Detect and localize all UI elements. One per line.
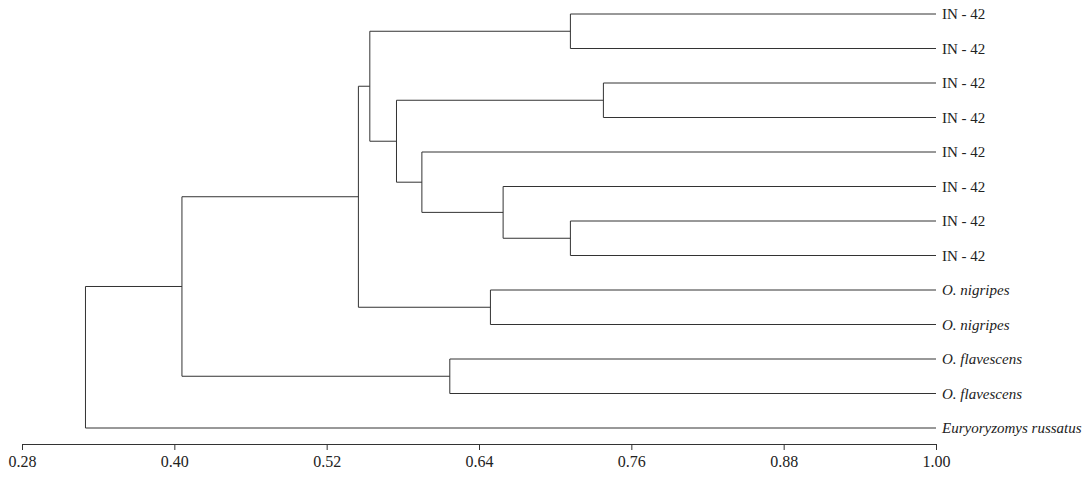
tick: 0.28 (9, 444, 37, 470)
branch (422, 212, 503, 213)
merge (570, 14, 571, 49)
leaf-branch (503, 186, 936, 187)
leaf-branch (570, 255, 936, 256)
merge (358, 86, 359, 307)
branch (182, 376, 450, 377)
branch (85, 286, 181, 287)
merge (421, 152, 422, 212)
leaf-labels: IN - 42 IN - 42 IN - 42 IN - 42 IN - 42 IN - … (941, 6, 1082, 436)
tick: 0.64 (466, 444, 494, 470)
merge (503, 187, 504, 239)
leaf-branch (570, 14, 936, 15)
leaf-label: Euryoryzomys russatus (941, 420, 1082, 436)
leaf-label: IN - 42 (942, 6, 985, 22)
tick: 0.40 (161, 444, 189, 470)
merge (490, 290, 491, 325)
leaf-label: O. flavescens (942, 351, 1022, 367)
tick: 0.88 (770, 444, 798, 470)
tick-label: 0.28 (9, 453, 37, 470)
leaf-label: IN - 42 (942, 213, 985, 229)
merge (85, 286, 86, 428)
merge (396, 100, 397, 182)
leaf-branch (450, 393, 936, 394)
merge (449, 359, 450, 394)
leaf-branch (603, 83, 936, 84)
chart: IN - 42 IN - 42 IN - 42 IN - 42 IN - 42 IN - … (0, 0, 1086, 498)
tick: 0.52 (313, 444, 341, 470)
tick-label: 0.88 (770, 453, 798, 470)
merge (369, 31, 370, 141)
tick-label: 0.76 (618, 453, 646, 470)
tree (85, 14, 936, 428)
leaf-label: O. nigripes (942, 317, 1010, 333)
branch (396, 182, 421, 183)
tick-mark (631, 444, 632, 450)
leaf-label: IN - 42 (942, 110, 985, 126)
leaf-branch (490, 290, 936, 291)
leaf-label: O. flavescens (942, 386, 1022, 402)
leaf-label: IN - 42 (942, 41, 985, 57)
tick-mark (174, 444, 175, 450)
branch (503, 238, 570, 239)
branch (370, 141, 397, 142)
merge (181, 197, 182, 377)
tick: 0.76 (618, 444, 646, 470)
leaf-branch (450, 359, 936, 360)
tick-mark (479, 444, 480, 450)
x-axis: 0.28 0.40 0.52 0.64 0.76 0.88 1.00 (9, 444, 951, 470)
merge (570, 221, 571, 256)
leaf-branch (570, 48, 936, 49)
leaf-label: IN - 42 (942, 179, 985, 195)
leaf-branch (422, 152, 936, 153)
leaf-branch (570, 221, 936, 222)
tick-label: 0.52 (313, 453, 341, 470)
tick-mark (22, 444, 23, 450)
tick-label: 0.64 (466, 453, 494, 470)
branch (370, 31, 571, 32)
tick: 1.00 (923, 444, 951, 470)
tick-label: 1.00 (923, 453, 951, 470)
branch (182, 196, 358, 197)
branch (358, 307, 490, 308)
branch (396, 100, 603, 101)
leaf-branch (603, 117, 936, 118)
leaf-label: IN - 42 (942, 248, 985, 264)
tick-mark (784, 444, 785, 450)
tick-label: 0.40 (161, 453, 189, 470)
merge (603, 83, 604, 118)
leaf-label: IN - 42 (942, 75, 985, 91)
leaf-branch (490, 324, 936, 325)
leaf-label: IN - 42 (942, 144, 985, 160)
tick-mark (936, 444, 937, 450)
leaf-branch (85, 428, 936, 429)
tick-mark (327, 444, 328, 450)
branch (358, 86, 369, 87)
leaf-label: O. nigripes (942, 282, 1010, 298)
